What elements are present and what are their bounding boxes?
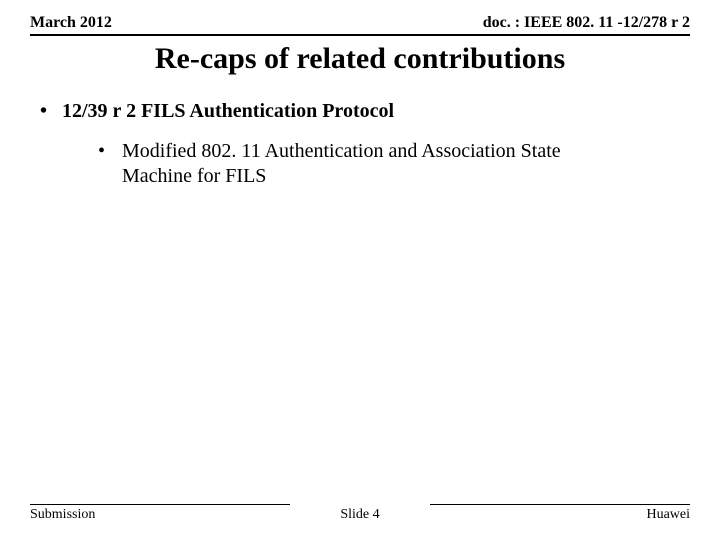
header: March 2012 doc. : IEEE 802. 11 -12/278 r… bbox=[30, 14, 690, 36]
bullet-level-2: Modified 802. 11 Authentication and Asso… bbox=[98, 139, 618, 189]
footer: Submission Slide 4 Huawei bbox=[30, 504, 690, 526]
footer-company: Huawei bbox=[646, 507, 690, 523]
slide: March 2012 doc. : IEEE 802. 11 -12/278 r… bbox=[0, 0, 720, 540]
header-date: March 2012 bbox=[30, 14, 112, 32]
bullet-level-1: 12/39 r 2 FILS Authentication Protocol bbox=[40, 100, 680, 123]
slide-content: 12/39 r 2 FILS Authentication Protocol M… bbox=[40, 100, 680, 189]
footer-slide-number: Slide 4 bbox=[30, 507, 690, 523]
footer-rule-right bbox=[430, 504, 690, 505]
header-doc-id: doc. : IEEE 802. 11 -12/278 r 2 bbox=[483, 14, 690, 32]
slide-title: Re-caps of related contributions bbox=[0, 42, 720, 76]
footer-rule-left bbox=[30, 504, 290, 505]
